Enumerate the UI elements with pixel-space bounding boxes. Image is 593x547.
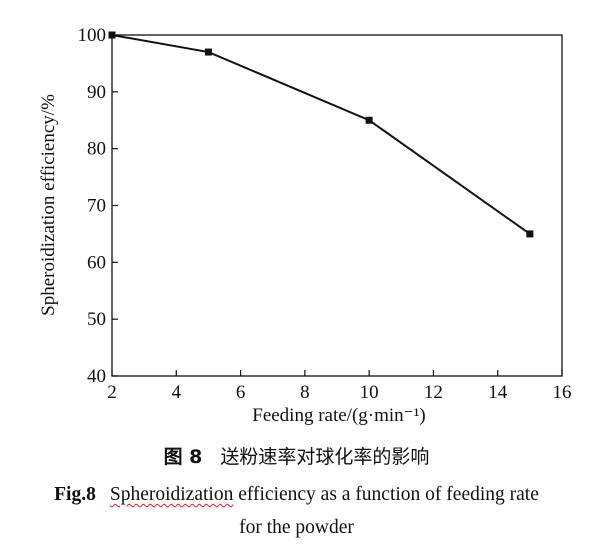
data-point <box>365 116 373 124</box>
series-line <box>111 34 531 235</box>
y-tick-label: 70 <box>87 196 106 217</box>
y-tick-label: 100 <box>78 25 107 46</box>
y-tick-label: 50 <box>87 309 106 330</box>
line-chart: 2 4 6 8 10 12 14 16 40 50 60 70 80 90 100 Feeding rat… <box>38 25 572 426</box>
y-tick-label: 40 <box>87 366 106 387</box>
x-tick-label: 16 <box>553 382 572 403</box>
figure-caption-english: Fig.8 Spheroidization efficiency as a fun… <box>0 478 593 544</box>
x-tick-label: 8 <box>300 382 310 403</box>
y-tick-label: 60 <box>87 252 106 273</box>
y-axis: 40 50 60 70 80 90 100 <box>78 25 118 387</box>
caption-underlined-word: Spheroidization <box>109 484 234 505</box>
data-point <box>108 31 116 39</box>
figure-number-en: Fig.8 <box>54 484 96 505</box>
x-axis-title: Feeding rate/(g·min⁻¹) <box>252 405 425 426</box>
y-axis-title: Spheroidization efficiency/% <box>38 94 59 316</box>
data-series <box>108 31 534 238</box>
figure-caption-chinese: 图 8 送粉速率对球化率的影响 <box>0 442 593 469</box>
plot-area <box>111 34 563 377</box>
x-tick-label: 10 <box>360 382 379 403</box>
x-tick-label: 12 <box>424 382 443 403</box>
x-tick-label: 14 <box>488 382 508 403</box>
x-tick-label: 6 <box>236 382 246 403</box>
caption-text-cn: 送粉速率对球化率的影响 <box>220 446 430 468</box>
x-axis: 2 4 6 8 10 12 14 16 <box>107 370 572 403</box>
y-tick-label: 80 <box>87 139 106 160</box>
caption-text-en-line2: for the powder <box>239 517 354 538</box>
plot-border <box>111 34 563 377</box>
y-tick-label: 90 <box>87 82 106 103</box>
figure-number-cn: 图 8 <box>163 446 203 468</box>
data-point <box>526 230 534 238</box>
x-tick-label: 4 <box>172 382 182 403</box>
data-point <box>204 48 212 56</box>
caption-text-en-line1: efficiency as a function of feeding rate <box>238 484 539 505</box>
x-tick-label: 2 <box>107 382 117 403</box>
